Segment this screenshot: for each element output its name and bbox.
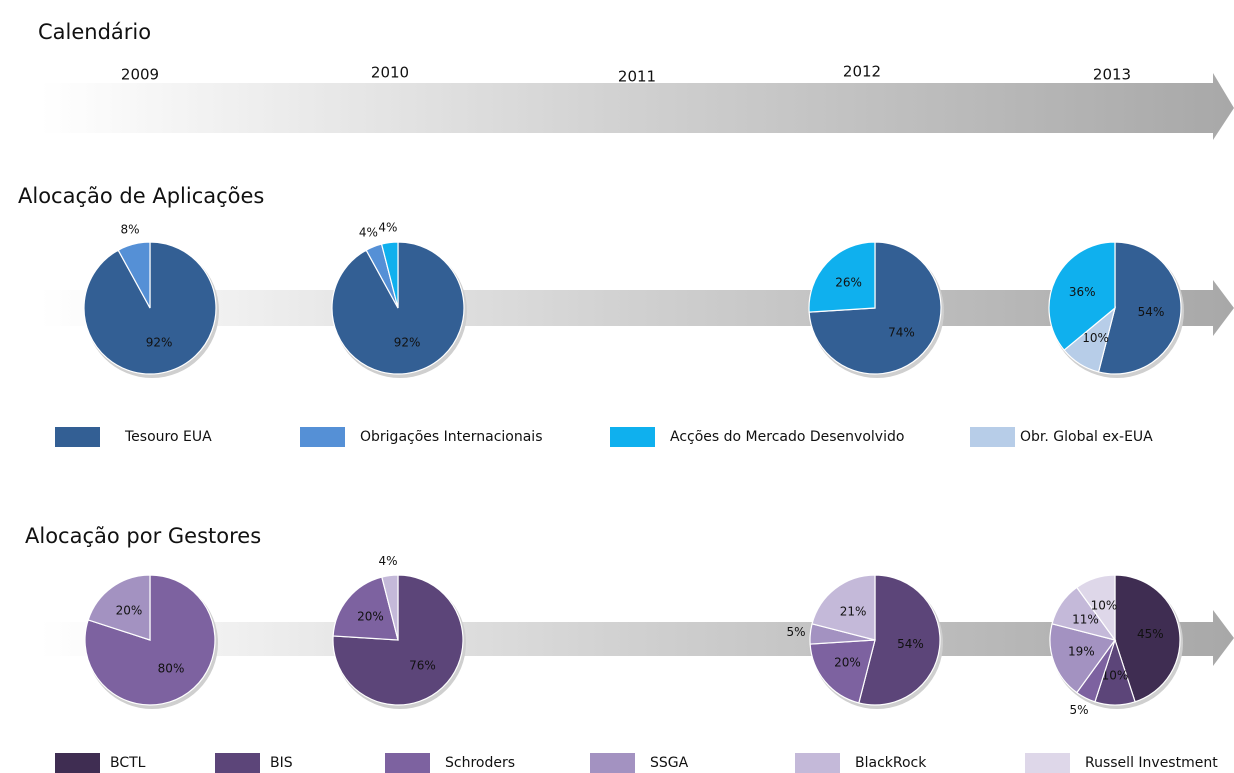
slice-label: 20% [834, 655, 861, 669]
legend-label: Schroders [445, 755, 515, 771]
slice-label: 20% [116, 604, 143, 618]
pie-slice [808, 241, 876, 313]
legend-label: Obr. Global ex-EUA [1020, 429, 1153, 445]
legend-swatch [590, 753, 635, 773]
pie-slice [84, 574, 216, 706]
pie-slice [1097, 241, 1182, 375]
pie-slice [1049, 623, 1117, 694]
slice-label: 8% [120, 223, 139, 237]
slice-label: 45% [1137, 627, 1164, 641]
slice-label: 54% [1138, 305, 1165, 319]
pie-slice [381, 574, 399, 641]
legend-label: Acções do Mercado Desenvolvido [670, 429, 904, 445]
slice-label: 10% [1082, 331, 1109, 345]
legend-swatch [970, 427, 1015, 447]
slice-label: 11% [1072, 612, 1099, 626]
pie-slice [1075, 574, 1116, 642]
legend-label: Tesouro EUA [124, 429, 212, 445]
pie-slice [332, 576, 399, 641]
slice-label: 92% [394, 336, 421, 350]
year-label: 2010 [371, 64, 409, 82]
slice-label: 5% [1069, 703, 1088, 717]
slice-label: 76% [409, 659, 436, 673]
legend-swatch [215, 753, 260, 773]
legend-swatch [300, 427, 345, 447]
pie-slice [811, 574, 876, 641]
slice-label: 80% [158, 661, 185, 675]
timeline-arrow [40, 73, 1234, 140]
legend-label: BIS [270, 755, 293, 771]
year-label: 2011 [618, 68, 656, 86]
pie-slice [117, 241, 151, 309]
pie-slice [332, 574, 464, 706]
slice-label: 10% [1091, 598, 1118, 612]
pie-slice [1114, 574, 1181, 703]
legend-label: SSGA [650, 755, 689, 771]
pie-slice [809, 639, 876, 704]
slice-label: 54% [897, 637, 924, 651]
year-label: 2009 [121, 66, 159, 84]
slice-label: 4% [379, 554, 398, 568]
year-label: 2013 [1093, 66, 1131, 84]
slice-label: 4% [359, 226, 378, 240]
slice-label: 92% [146, 336, 173, 350]
slice-label: 10% [1102, 668, 1129, 682]
slice-label: 5% [787, 625, 806, 639]
slice-label: 19% [1068, 645, 1095, 659]
legend-swatch [55, 753, 100, 773]
slice-label: 26% [835, 276, 862, 290]
pie-slice [87, 574, 151, 641]
slice-label: 74% [888, 325, 915, 339]
slice-label: 21% [840, 604, 867, 618]
legend-swatch [55, 427, 100, 447]
legend-swatch [385, 753, 430, 773]
legend-label: BCTL [110, 755, 146, 771]
legend-swatch [795, 753, 840, 773]
pie-slice [380, 241, 399, 309]
section-title: Alocação de Aplicações [18, 184, 264, 208]
slice-label: 4% [378, 221, 397, 235]
year-label: 2012 [843, 63, 881, 81]
slice-label: 20% [357, 610, 384, 624]
legend-label: Russell Investment [1085, 755, 1218, 771]
legend-swatch [610, 427, 655, 447]
legend-label: Obrigações Internacionais [360, 429, 543, 445]
slice-label: 36% [1069, 285, 1096, 299]
pie-slice [858, 574, 941, 706]
pie-slice [1048, 241, 1116, 351]
legend-swatch [1025, 753, 1070, 773]
legend-label: BlackRock [855, 755, 927, 771]
section-title: Alocação por Gestores [25, 524, 261, 548]
calendar-title: Calendário [38, 20, 151, 44]
